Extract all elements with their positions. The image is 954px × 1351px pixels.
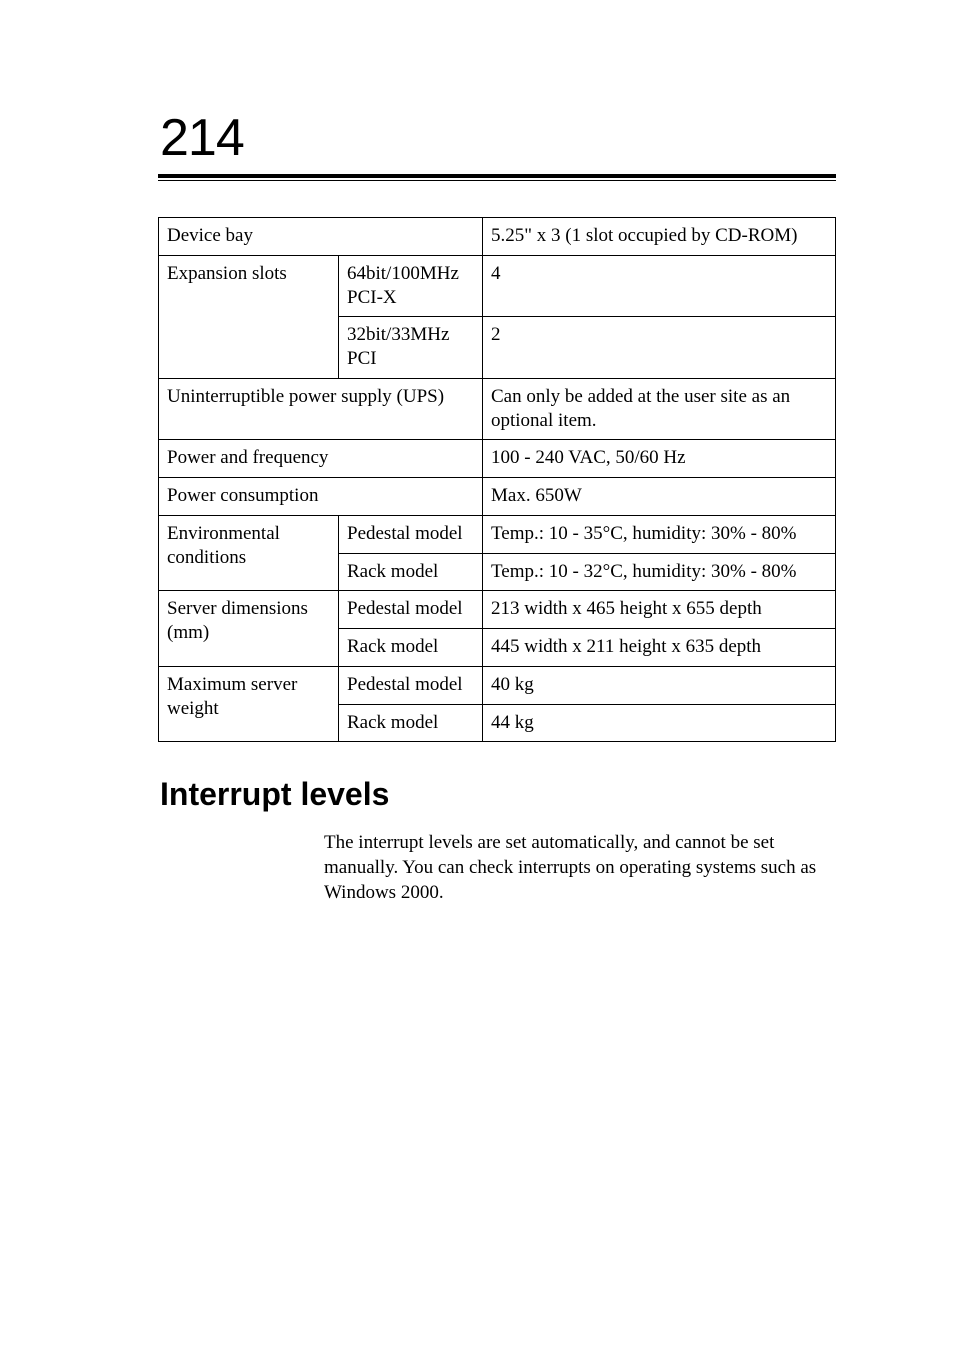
body-paragraph: The interrupt levels are set automatical… xyxy=(324,831,834,905)
spec-sublabel: Rack model xyxy=(339,553,483,591)
horizontal-rule-thin xyxy=(158,180,836,181)
spec-value: 213 width x 465 height x 655 depth xyxy=(483,591,836,629)
table-row: Environmental conditions Pedestal model … xyxy=(159,515,836,553)
spec-value: 40 kg xyxy=(483,666,836,704)
section-heading: Interrupt levels xyxy=(158,776,836,813)
spec-value: 2 xyxy=(483,317,836,379)
spec-sublabel: Rack model xyxy=(339,629,483,667)
spec-sublabel: 32bit/33MHz PCI xyxy=(339,317,483,379)
spec-label: Expansion slots xyxy=(159,255,339,378)
table-row: Maximum server weight Pedestal model 40 … xyxy=(159,666,836,704)
spec-label: Power consumption xyxy=(159,478,483,516)
spec-value: Temp.: 10 - 32°C, humidity: 30% - 80% xyxy=(483,553,836,591)
spec-sublabel: Rack model xyxy=(339,704,483,742)
table-row: Uninterruptible power supply (UPS) Can o… xyxy=(159,378,836,440)
spec-sublabel: Pedestal model xyxy=(339,591,483,629)
spec-value: 445 width x 211 height x 635 depth xyxy=(483,629,836,667)
document-page: 214 Device bay 5.25" x 3 (1 slot occupie… xyxy=(0,0,954,1351)
horizontal-rule-thick xyxy=(158,174,836,178)
specification-table: Device bay 5.25" x 3 (1 slot occupied by… xyxy=(158,217,836,742)
table-row: Expansion slots 64bit/100MHz PCI-X 4 xyxy=(159,255,836,317)
spec-value: 44 kg xyxy=(483,704,836,742)
spec-sublabel: Pedestal model xyxy=(339,515,483,553)
table-row: Power consumption Max. 650W xyxy=(159,478,836,516)
spec-label: Maximum server weight xyxy=(159,666,339,742)
spec-value: 5.25" x 3 (1 slot occupied by CD-ROM) xyxy=(483,218,836,256)
page-number: 214 xyxy=(158,108,836,168)
table-row: Device bay 5.25" x 3 (1 slot occupied by… xyxy=(159,218,836,256)
spec-label: Device bay xyxy=(159,218,483,256)
spec-label: Power and frequency xyxy=(159,440,483,478)
spec-sublabel: 64bit/100MHz PCI-X xyxy=(339,255,483,317)
spec-sublabel: Pedestal model xyxy=(339,666,483,704)
table-row: Power and frequency 100 - 240 VAC, 50/60… xyxy=(159,440,836,478)
spec-value: 4 xyxy=(483,255,836,317)
spec-label: Environmental conditions xyxy=(159,515,339,591)
spec-value: 100 - 240 VAC, 50/60 Hz xyxy=(483,440,836,478)
spec-value: Can only be added at the user site as an… xyxy=(483,378,836,440)
spec-value: Max. 650W xyxy=(483,478,836,516)
spec-label: Uninterruptible power supply (UPS) xyxy=(159,378,483,440)
spec-value: Temp.: 10 - 35°C, humidity: 30% - 80% xyxy=(483,515,836,553)
table-row: Server dimensions (mm) Pedestal model 21… xyxy=(159,591,836,629)
spec-label: Server dimensions (mm) xyxy=(159,591,339,667)
